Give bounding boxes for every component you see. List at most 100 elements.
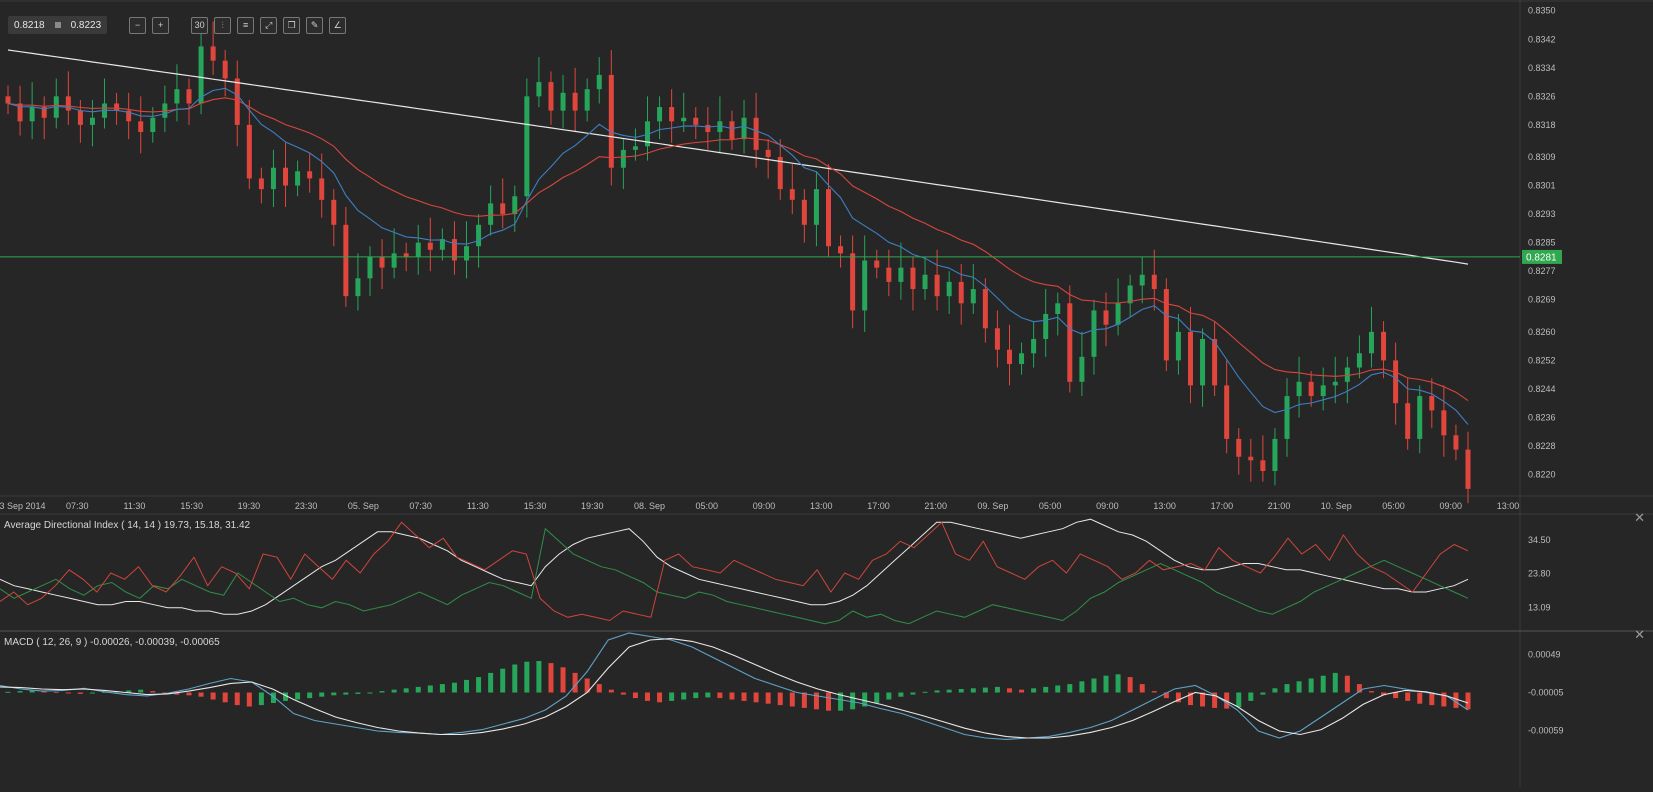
- macd-histogram-bar: [813, 692, 819, 710]
- candle-body: [1043, 314, 1049, 339]
- candle: [1356, 335, 1362, 379]
- candle: [1067, 285, 1073, 393]
- candle: [198, 28, 204, 115]
- candle-body: [500, 203, 506, 215]
- macd-histogram-bar: [41, 691, 47, 693]
- timeframe-button[interactable]: 30: [191, 16, 209, 34]
- indicators-icon[interactable]: ≡: [237, 16, 255, 34]
- macd-histogram-bar: [910, 692, 916, 695]
- candle-body: [645, 121, 651, 147]
- time-tick-label: 09:00: [1440, 501, 1463, 511]
- macd-histogram-bar: [1356, 684, 1362, 693]
- candle-body: [584, 89, 590, 111]
- macd-histogram-bar: [1043, 686, 1049, 693]
- candle-body: [210, 46, 216, 61]
- candle-body: [946, 281, 952, 297]
- macd-histogram-bar: [258, 692, 264, 706]
- macd-histogram-bar: [862, 692, 868, 707]
- candle: [114, 92, 120, 125]
- zoom-out-icon[interactable]: −: [129, 16, 147, 34]
- macd-histogram-bar: [1381, 692, 1387, 696]
- macd-histogram-bar: [1405, 692, 1411, 701]
- macd-histogram-bar: [1272, 688, 1278, 693]
- close-adx-panel-icon[interactable]: ✕: [1634, 510, 1645, 525]
- candle-body: [1441, 410, 1447, 436]
- candle-body: [681, 117, 687, 122]
- macd-histogram-bar: [1200, 692, 1206, 707]
- candle-body: [1006, 349, 1012, 364]
- macd-histogram-bar: [548, 663, 554, 693]
- macd-histogram-bar: [789, 692, 795, 707]
- candle: [862, 235, 868, 332]
- macd-histogram-bar: [500, 668, 506, 693]
- candle: [1115, 278, 1121, 336]
- candle: [946, 271, 952, 315]
- candle: [210, 21, 216, 75]
- macd-histogram-bar: [162, 692, 168, 694]
- zoom-in-icon[interactable]: +: [152, 16, 170, 34]
- slow-ema-line: [7, 97, 1469, 402]
- candle-body: [379, 256, 385, 268]
- candle-body: [801, 199, 807, 225]
- bid-price: 0.8218: [14, 19, 45, 31]
- macd-histogram-bar: [295, 692, 301, 700]
- candle-body: [1175, 331, 1181, 361]
- price-tick-label: 0.8342: [1528, 34, 1556, 44]
- bid-ask-box[interactable]: 0.8218 0.8223: [8, 16, 108, 34]
- macd-histogram-bar: [765, 692, 771, 704]
- edit-icon[interactable]: ✎: [306, 16, 324, 34]
- candle: [560, 74, 566, 129]
- time-tick-label: 05:00: [1382, 501, 1405, 511]
- time-tick-label: 03 Sep 2014: [0, 501, 46, 511]
- candle-body: [355, 278, 361, 297]
- price-tick-label: 0.8326: [1528, 91, 1556, 101]
- candle-body: [1115, 303, 1121, 325]
- candle: [150, 107, 156, 143]
- time-tick-label: 15:30: [180, 501, 203, 511]
- candle-body: [5, 96, 11, 104]
- macd-tick-label: -0.00005: [1528, 688, 1564, 698]
- draw-icon[interactable]: ∠: [329, 16, 347, 34]
- macd-histogram-bar: [451, 682, 457, 693]
- macd-tick-label: -0.00059: [1528, 725, 1564, 735]
- candle-body: [813, 189, 819, 225]
- candle-body: [1248, 456, 1254, 461]
- current-price-label: 0.8281: [1526, 252, 1557, 263]
- candle-body: [307, 171, 313, 179]
- candle-body: [451, 239, 457, 261]
- candle-body: [548, 82, 554, 111]
- candle: [367, 246, 373, 297]
- macd-histogram-bar: [1103, 675, 1109, 693]
- macd-histogram-bar: [1006, 688, 1012, 693]
- candle-body: [1296, 381, 1302, 397]
- close-macd-panel-icon[interactable]: ✕: [1634, 627, 1645, 642]
- time-tick-label: 05:00: [1039, 501, 1062, 511]
- macd-histogram-bar: [65, 692, 71, 694]
- candles-icon[interactable]: ⫶: [214, 16, 232, 34]
- candle-body: [1091, 310, 1097, 357]
- candle: [1441, 385, 1447, 457]
- candle: [451, 221, 457, 275]
- macd-histogram-bar: [838, 692, 844, 711]
- candle-body: [295, 171, 301, 186]
- candle-body: [150, 117, 156, 133]
- candle-body: [596, 74, 602, 90]
- macd-histogram-bar: [898, 692, 904, 697]
- macd-histogram-bar: [777, 692, 783, 706]
- candle-body: [1368, 331, 1374, 354]
- fullscreen-icon[interactable]: ⤢: [260, 16, 278, 34]
- macd-histogram-bar: [5, 691, 11, 693]
- macd-histogram-bar: [874, 692, 880, 703]
- macd-series-line: [0, 632, 1469, 740]
- copy-icon[interactable]: ❐: [283, 16, 301, 34]
- time-tick-label: 05. Sep: [348, 501, 379, 511]
- macd-histogram-bar: [403, 688, 409, 693]
- candle: [524, 78, 530, 218]
- candles: [5, 21, 1471, 504]
- macd-histogram-bar: [1393, 692, 1399, 699]
- candle-body: [126, 110, 132, 122]
- candle-body: [258, 178, 264, 190]
- macd-histogram-bar: [1079, 681, 1085, 693]
